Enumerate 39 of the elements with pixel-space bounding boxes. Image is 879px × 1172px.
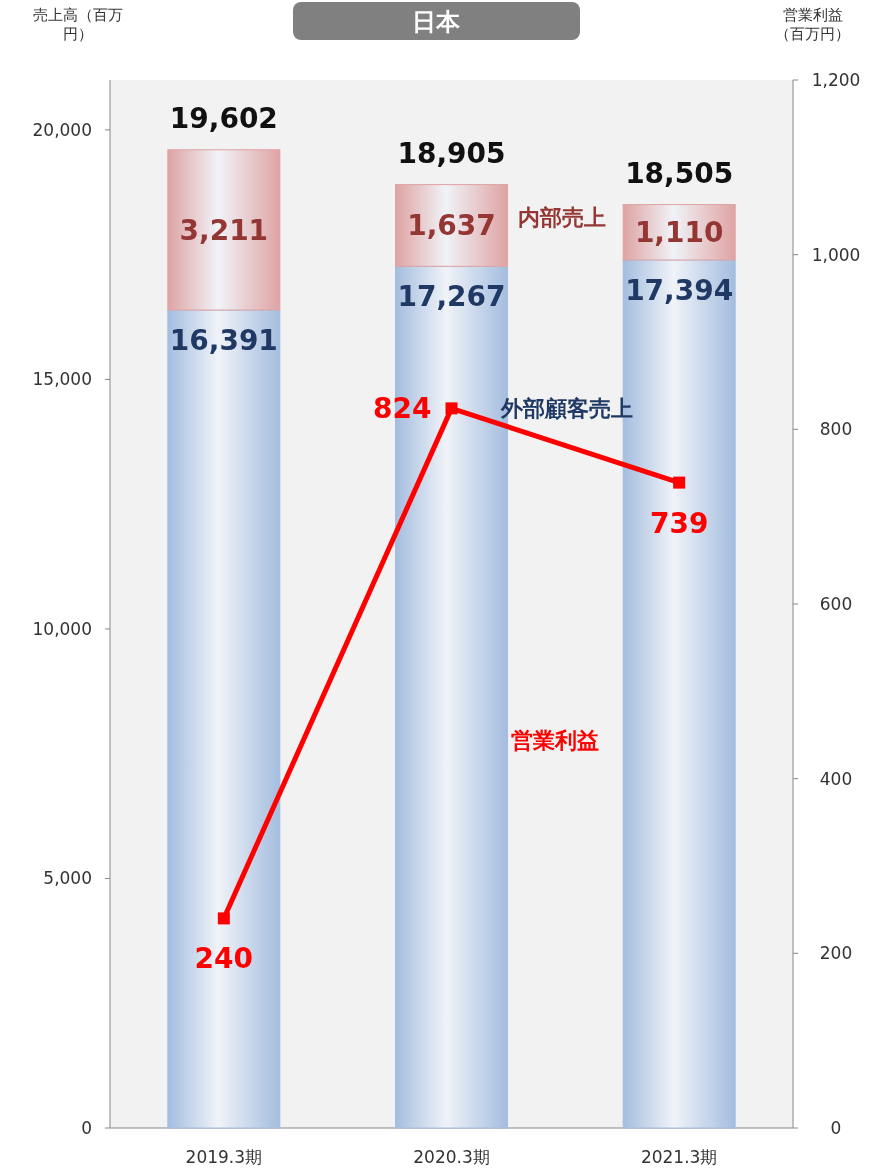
y-axis-title: 売上高（百万円） bbox=[31, 6, 124, 44]
y-tick-label: 0 bbox=[81, 1118, 92, 1138]
bar bbox=[395, 184, 508, 267]
y2-tick-label: 1,200 bbox=[811, 70, 861, 90]
series-label: 外部顧客売上 bbox=[499, 396, 633, 422]
x-tick-label: 2020.3期 bbox=[413, 1147, 490, 1167]
data-label: 3,211 bbox=[179, 213, 269, 247]
y2-tick-label: 600 bbox=[819, 594, 853, 614]
bar bbox=[167, 309, 281, 1129]
point bbox=[217, 912, 230, 925]
x-tick-label: 2021.3期 bbox=[640, 1147, 718, 1167]
y-tick-label: 15,000 bbox=[32, 369, 92, 390]
data-label: 240 bbox=[194, 942, 254, 976]
total-label: 19,602 bbox=[169, 101, 278, 135]
y2-tick-label: 800 bbox=[819, 419, 853, 440]
data-label: 16,391 bbox=[169, 324, 278, 358]
point bbox=[673, 476, 686, 489]
y-tick-label: 5,000 bbox=[43, 868, 92, 889]
data-label: 824 bbox=[373, 392, 432, 426]
point bbox=[445, 402, 458, 415]
y-tick-label: 10,000 bbox=[32, 618, 92, 639]
text: 営業利益 bbox=[511, 728, 599, 753]
bar bbox=[167, 149, 281, 311]
y2-tick-label: 200 bbox=[819, 943, 853, 964]
y2-tick-label: 1,000 bbox=[811, 244, 861, 265]
data-label: 17,394 bbox=[625, 273, 734, 307]
y2-tick-label: 400 bbox=[819, 768, 853, 789]
total-label: 18,505 bbox=[625, 156, 734, 190]
data-label: 1,637 bbox=[407, 209, 496, 243]
y-tick-label: 20,000 bbox=[32, 119, 92, 140]
total-label: 18,905 bbox=[397, 136, 506, 170]
data-label: 739 bbox=[649, 506, 709, 540]
x-tick-label: 2019.3期 bbox=[185, 1147, 263, 1167]
series-label: 内部売上 bbox=[517, 204, 606, 230]
chart-title: 日本 bbox=[412, 8, 461, 36]
data-label: 17,267 bbox=[397, 280, 506, 314]
y2-tick-label: 0 bbox=[830, 1118, 842, 1138]
data-label: 1,110 bbox=[634, 216, 724, 250]
y2-axis-title: 営業利益（百万円） bbox=[774, 6, 851, 44]
